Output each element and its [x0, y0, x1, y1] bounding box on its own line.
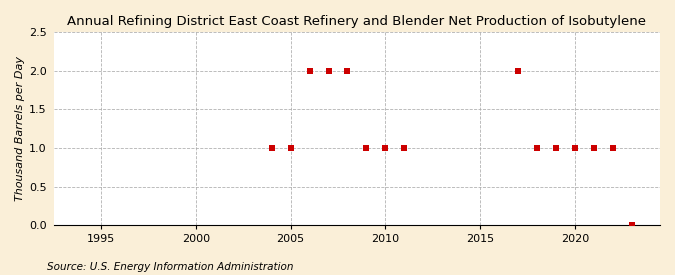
Point — [399, 146, 410, 150]
Point — [531, 146, 542, 150]
Point — [304, 68, 315, 73]
Y-axis label: Thousand Barrels per Day: Thousand Barrels per Day — [15, 56, 25, 201]
Point — [323, 68, 334, 73]
Point — [569, 146, 580, 150]
Title: Annual Refining District East Coast Refinery and Blender Net Production of Isobu: Annual Refining District East Coast Refi… — [68, 15, 647, 28]
Point — [589, 146, 599, 150]
Point — [626, 223, 637, 227]
Point — [589, 146, 599, 150]
Point — [550, 146, 561, 150]
Text: Source: U.S. Energy Information Administration: Source: U.S. Energy Information Administ… — [47, 262, 294, 272]
Point — [342, 68, 353, 73]
Point — [512, 68, 523, 73]
Point — [267, 146, 277, 150]
Point — [550, 146, 561, 150]
Point — [361, 146, 372, 150]
Point — [380, 146, 391, 150]
Point — [569, 146, 580, 150]
Point — [608, 146, 618, 150]
Point — [286, 146, 296, 150]
